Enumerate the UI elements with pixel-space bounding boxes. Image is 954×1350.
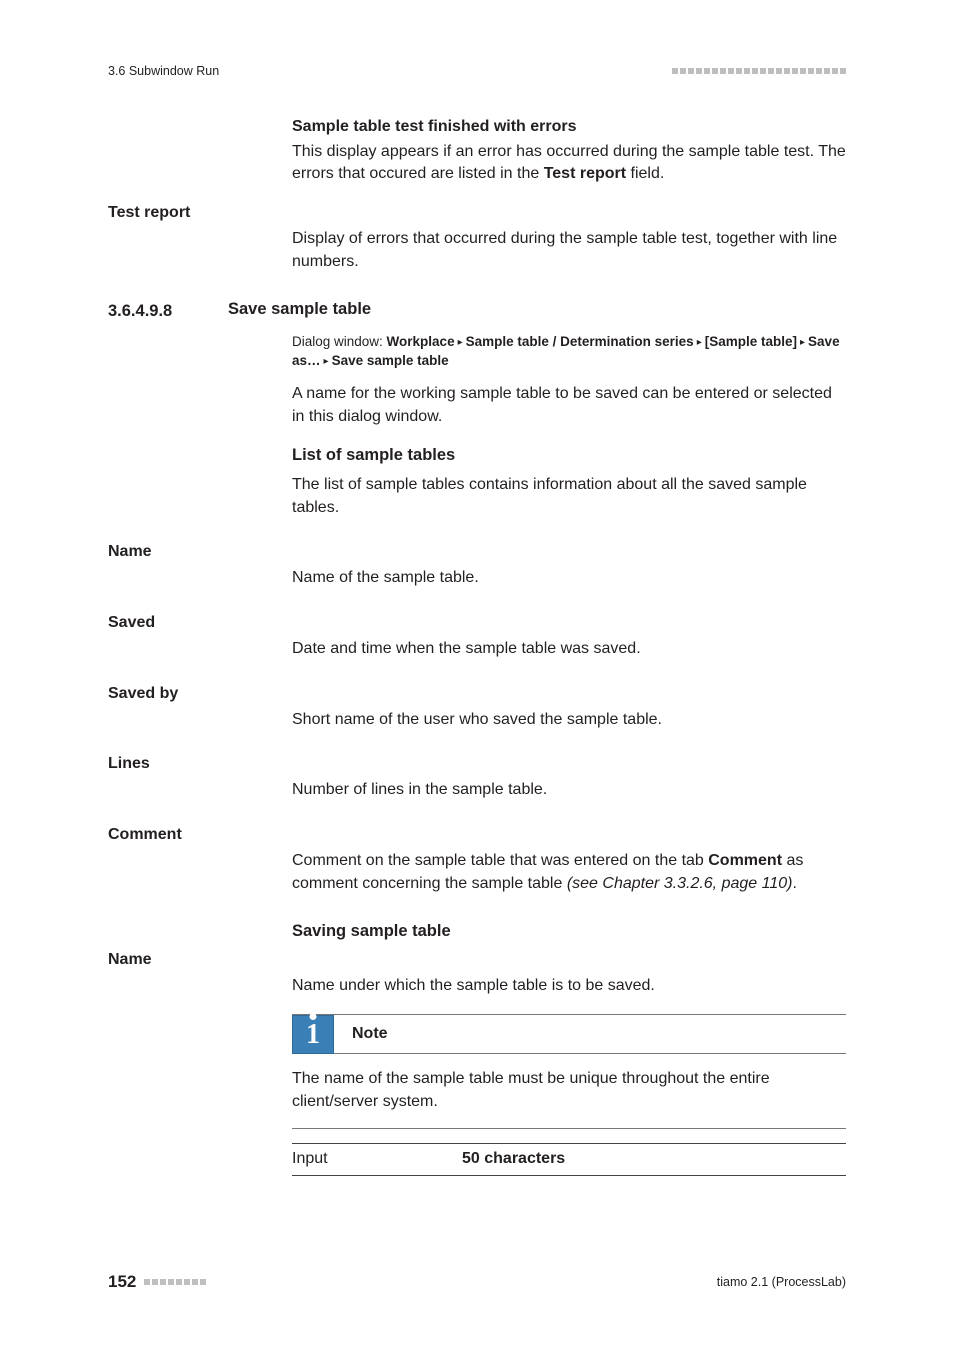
section-number: 3.6.4.9.8 [108, 300, 228, 322]
chevron-right-icon: ▸ [797, 336, 808, 351]
section-lead-paragraph: A name for the working sample table to b… [292, 383, 846, 428]
footer-product: tiamo 2.1 (ProcessLab) [717, 1275, 846, 1289]
sample-table-error-title: Sample table test finished with errors [292, 116, 846, 139]
breadcrumb-2: Sample table / Determination series [466, 334, 694, 349]
list-of-sample-tables-heading: List of sample tables [292, 444, 846, 467]
def-comment-body-1: Comment on the sample table that was ent… [292, 852, 708, 869]
def-comment-term: Comment [108, 824, 292, 895]
note-title: Note [352, 1023, 388, 1046]
test-report-body: Display of errors that occurred during t… [292, 202, 846, 273]
breadcrumb-1: Workplace [387, 334, 455, 349]
chevron-right-icon: ▸ [455, 336, 466, 351]
chevron-right-icon: ▸ [694, 336, 705, 351]
saving-name-term: Name [108, 949, 292, 998]
def-saved-term: Saved [108, 612, 292, 661]
header-deco-squares [672, 68, 846, 74]
def-lines-term: Lines [108, 753, 292, 802]
input-label: Input [292, 1148, 462, 1171]
sample-table-error-body-2: field. [626, 165, 664, 182]
note-body: The name of the sample table must be uni… [292, 1054, 846, 1127]
list-of-sample-tables-body: The list of sample tables contains infor… [292, 474, 846, 519]
def-comment-bold: Comment [708, 852, 782, 869]
def-lines-body: Number of lines in the sample table. [292, 753, 846, 802]
def-name-body: Name of the sample table. [292, 541, 846, 590]
def-saved-body: Date and time when the sample table was … [292, 612, 846, 661]
running-header-section: 3.6 Subwindow Run [108, 64, 219, 78]
note-box: 1 Note The name of the sample table must… [292, 1014, 846, 1129]
input-constraint-row: Input 50 characters [292, 1143, 846, 1176]
sample-table-error-body-bold: Test report [544, 165, 626, 182]
test-report-label: Test report [108, 202, 292, 273]
section-title: Save sample table [228, 300, 846, 319]
breadcrumb-3: [Sample table] [705, 334, 797, 349]
def-savedby-term: Saved by [108, 683, 292, 732]
saving-name-body: Name under which the sample table is to … [292, 949, 846, 998]
breadcrumb-label: Dialog window: [292, 334, 387, 349]
def-savedby-body: Short name of the user who saved the sam… [292, 683, 846, 732]
def-name-term: Name [108, 541, 292, 590]
chevron-right-icon: ▸ [321, 355, 332, 370]
page-number: 152 [108, 1272, 136, 1292]
input-value: 50 characters [462, 1148, 565, 1171]
def-comment-body-3: . [792, 875, 796, 892]
info-icon: 1 [292, 1015, 334, 1055]
breadcrumb-5: Save sample table [332, 353, 449, 368]
dialog-breadcrumb: Dialog window: Workplace▸Sample table / … [292, 332, 846, 371]
def-comment-crossref: (see Chapter 3.3.2.6, page 110) [567, 875, 793, 892]
footer-deco-squares [144, 1279, 206, 1285]
saving-sample-table-heading: Saving sample table [292, 920, 846, 943]
